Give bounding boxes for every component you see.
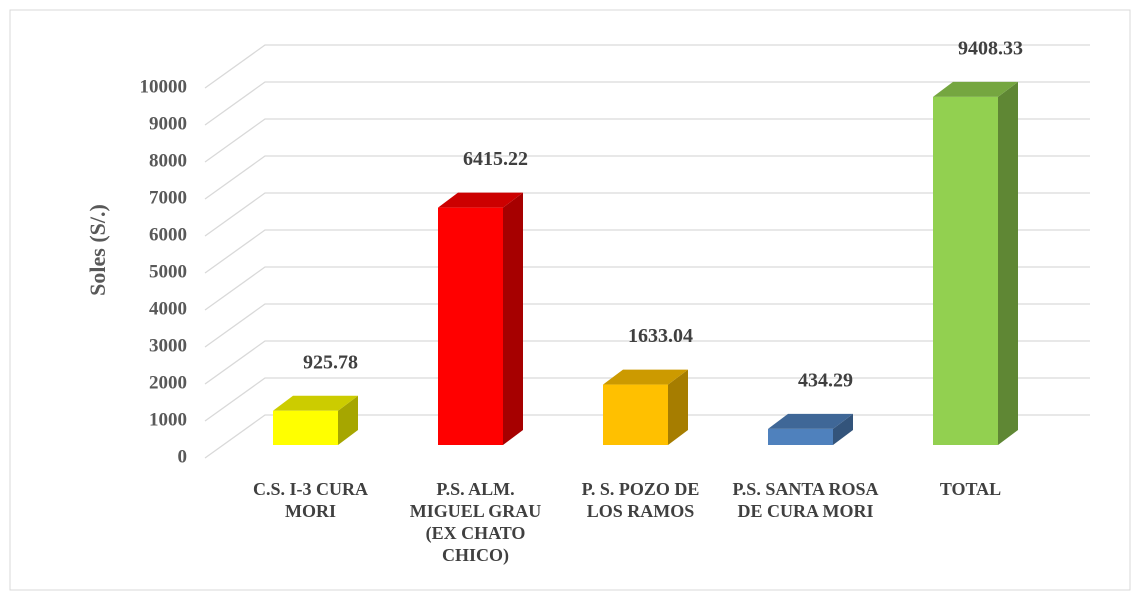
bar-front	[768, 428, 833, 445]
bar-top	[273, 395, 358, 411]
value-label: 6415.22	[463, 148, 528, 170]
grid-line	[204, 155, 1090, 200]
bar-side	[503, 192, 523, 445]
y-tick-label: 7000	[149, 187, 187, 208]
y-tick-label: 1000	[149, 409, 187, 430]
x-tick-label: P.S. ALM. MIGUEL GRAU (EX CHATO CHICO)	[409, 479, 542, 565]
y-tick-label: 10000	[140, 76, 188, 97]
bar-side	[338, 395, 358, 445]
grid-line	[204, 81, 1090, 126]
y-tick-label: 0	[178, 446, 188, 467]
bar-front	[933, 96, 998, 446]
y-axis-label: Soles (S/.)	[85, 204, 110, 296]
value-label: 1633.04	[628, 325, 693, 347]
bar	[933, 81, 1018, 446]
x-tick-label: P.S. SANTA ROSA DE CURA MORI	[732, 479, 879, 521]
y-tick-label: 6000	[149, 224, 187, 245]
grid-line	[204, 303, 1090, 348]
grid-line	[204, 118, 1090, 163]
bar-front	[438, 207, 503, 445]
bar	[768, 413, 853, 445]
value-label: 9408.33	[958, 37, 1023, 59]
x-tick-label: C.S. I-3 CURA MORI	[252, 479, 368, 521]
grid-line	[204, 44, 1090, 89]
bar-top	[603, 369, 688, 385]
bar-front	[603, 384, 668, 445]
bar-side	[668, 369, 688, 445]
bar-side	[833, 413, 853, 445]
grid-line	[204, 340, 1090, 385]
grid-line	[204, 377, 1090, 422]
bar-top	[438, 192, 523, 208]
x-tick-label: P. S. POZO DE LOS RAMOS	[581, 479, 700, 521]
value-label: 925.78	[303, 351, 358, 373]
bar	[438, 192, 523, 445]
bar-top	[933, 81, 1018, 97]
y-tick-label: 5000	[149, 261, 187, 282]
y-tick-label: 3000	[149, 335, 187, 356]
bar	[273, 395, 358, 445]
y-tick-label: 8000	[149, 150, 187, 171]
chart-border	[9, 9, 1131, 591]
y-tick-label: 2000	[149, 372, 187, 393]
bar-front	[273, 410, 338, 445]
grid-line	[204, 192, 1090, 237]
bar	[603, 369, 688, 445]
bar-side	[998, 81, 1018, 446]
y-tick-label: 4000	[149, 298, 187, 319]
value-label: 434.29	[798, 370, 853, 392]
grid-line	[204, 229, 1090, 274]
x-tick-label: TOTAL	[939, 479, 1002, 499]
y-tick-label: 9000	[149, 113, 187, 134]
bar-top	[768, 413, 853, 429]
grid-line	[204, 266, 1090, 311]
